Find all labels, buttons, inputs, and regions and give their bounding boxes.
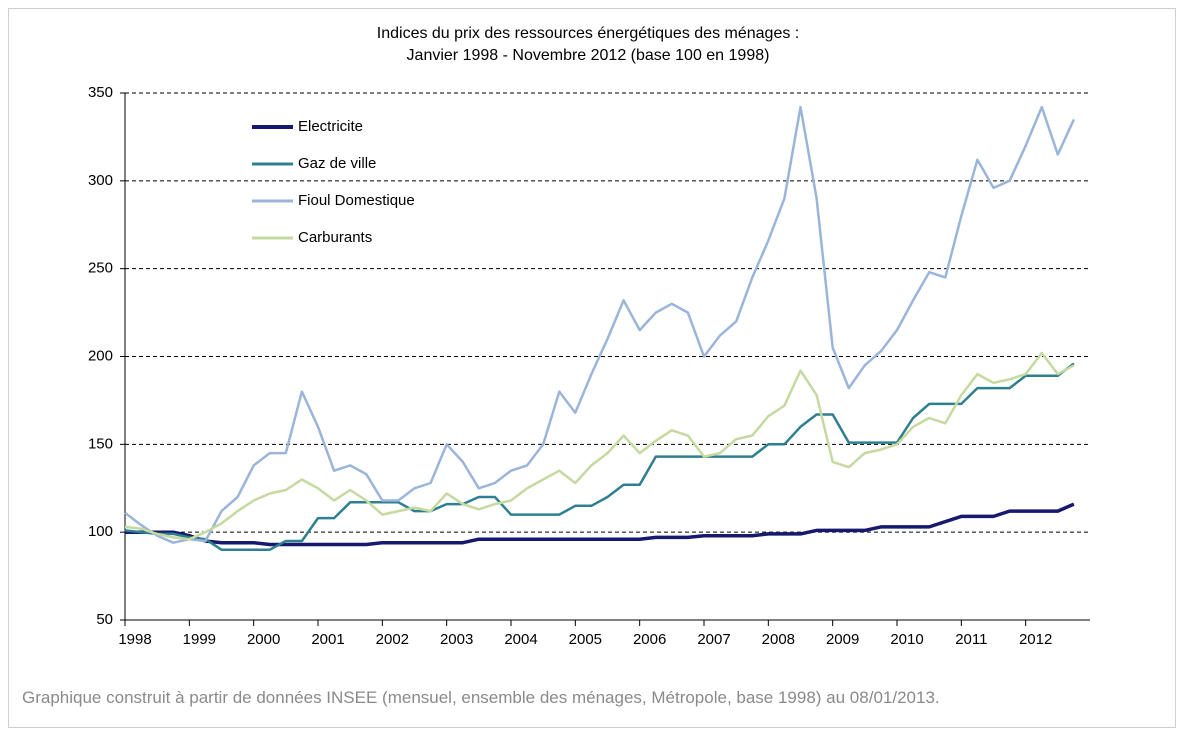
y-tick-label: 100 xyxy=(88,523,113,540)
legend-label: Gaz de ville xyxy=(298,155,376,172)
x-tick-label: 2003 xyxy=(440,631,473,648)
series-line xyxy=(124,105,1076,544)
x-tick-label: 2012 xyxy=(1019,631,1052,648)
x-tick-label: 2004 xyxy=(504,631,537,648)
frame xyxy=(8,8,1176,728)
y-tick-label: 200 xyxy=(88,347,113,364)
legend-label: Carburants xyxy=(298,229,372,246)
y-tick-label: 50 xyxy=(96,611,113,628)
x-tick-label: 2007 xyxy=(697,631,730,648)
x-tick-label: 2009 xyxy=(826,631,859,648)
x-tick-label: 1999 xyxy=(183,631,216,648)
x-tick-label: 2006 xyxy=(633,631,666,648)
x-tick-label: 2010 xyxy=(890,631,923,648)
x-tick-label: 1998 xyxy=(118,631,151,648)
y-tick-label: 250 xyxy=(88,260,113,277)
x-tick-label: 2002 xyxy=(376,631,409,648)
y-tick-label: 150 xyxy=(88,435,113,452)
x-tick-label: 2008 xyxy=(762,631,795,648)
x-tick-label: 2011 xyxy=(955,631,987,648)
series-line xyxy=(124,362,1075,551)
footnote: Graphique construit à partir de données … xyxy=(22,688,940,707)
x-tick-label: 2000 xyxy=(247,631,280,648)
legend-label: Fioul Domestique xyxy=(298,192,415,209)
series-line xyxy=(124,351,1075,541)
y-tick-label: 350 xyxy=(88,84,113,101)
chart-title: Indices du prix des ressources énergétiq… xyxy=(377,25,799,42)
x-tick-label: 2001 xyxy=(311,631,344,648)
series-line xyxy=(125,502,1075,547)
x-tick-label: 2005 xyxy=(569,631,602,648)
y-tick-label: 300 xyxy=(88,172,113,189)
chart-subtitle: Janvier 1998 - Novembre 2012 (base 100 e… xyxy=(407,47,770,64)
legend-label: Electricite xyxy=(298,118,363,135)
